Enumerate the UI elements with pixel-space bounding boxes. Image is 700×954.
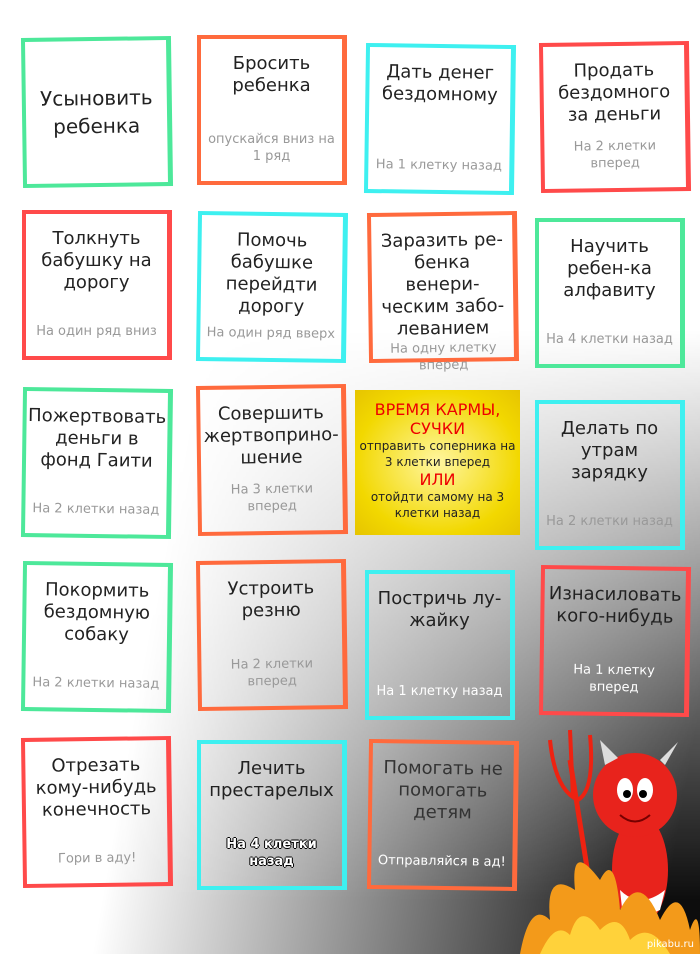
cell-title: Бросить ребенка [232, 53, 311, 96]
cell-effect: На 3 клетки вперед [230, 481, 314, 515]
cell-title: Покормить бездомную собаку [43, 579, 151, 646]
cell-effect: На 2 клетки назад [32, 675, 160, 692]
board-cell: Заразить ре-бенка венери-ческим забо-лев… [366, 210, 520, 373]
cell-title: Помочь бабушке перейдти дорогу [225, 229, 318, 318]
board-cell: Помогать не помогать детям Отправляйся в … [366, 738, 520, 892]
cell-title: Отрезать кому-нибудь конечность [35, 754, 157, 821]
board-cell: Бросить ребенка опускайся вниз на 1 ряд [197, 35, 347, 185]
cell-effect: На 1 клетку вперед [573, 662, 655, 696]
cell-title: Помогать не помогать детям [383, 757, 503, 824]
board-cell: Устроить резню На 2 клетки вперед [195, 558, 349, 712]
board-cell: Толкнуть бабушку на дорогу На один ряд вн… [22, 210, 172, 360]
board-cell: Покормить бездомную собаку На 2 клетки на… [20, 560, 174, 714]
board-cell: Отрезать кому-нибудь конечность Гори в ад… [20, 735, 174, 889]
cell-title: Устроить резню [227, 577, 315, 622]
cell-title: Постричь лу-жайку [377, 588, 502, 631]
karma-option-1: отправить соперника на 3 клетки вперед [359, 439, 516, 469]
karma-heading: ВРЕМЯ КАРМЫ, [374, 400, 501, 419]
board-cell: Помочь бабушке перейдти дорогу На один ря… [195, 210, 349, 364]
cell-effect: На 1 клетку назад [375, 157, 502, 174]
cell-effect: На один ряд вниз [36, 324, 157, 339]
cell-title: Продать бездомного за деньги [557, 59, 671, 126]
karma-card: ВРЕМЯ КАРМЫ, СУЧКИ отправить соперника н… [355, 390, 520, 535]
cell-effect: На 1 клетку назад [376, 684, 503, 699]
cell-effect: Гори в аду! [57, 850, 137, 867]
cell-title: Заразить ре-бенка венери-ческим забо-лев… [380, 229, 505, 340]
board-cell: Научить ребен-ка алфавиту На 4 клетки наз… [535, 218, 685, 368]
board-cell: Изнасиловать кого-нибудь На 1 клетку впер… [538, 564, 692, 718]
cell-title: Совершить жертвоприно-шение [203, 402, 339, 469]
cell-title: Усыновить ребенка [39, 85, 153, 139]
devil-icon [520, 729, 700, 954]
board-cell: Усыновить ребенка [20, 35, 174, 189]
cell-title: Дать денег бездомному [381, 61, 498, 106]
board-cell: Пожертвовать деньги в фонд Гаити На 2 кле… [20, 386, 174, 540]
cell-title: Научить ребен-ка алфавиту [563, 236, 656, 301]
cell-effect: опускайся вниз на 1 ряд [208, 132, 335, 164]
cell-effect: На 4 клетки назад [546, 332, 673, 347]
karma-or: ИЛИ [419, 470, 456, 489]
cell-title: Делать по утрам зарядку [560, 418, 659, 483]
cell-title: Пожертвовать деньги в фонд Гаити [27, 405, 167, 472]
karma-heading-2: СУЧКИ [409, 419, 466, 438]
board-cell: Постричь лу-жайку На 1 клетку назад [365, 570, 515, 720]
karma-option-2: отойдти самому на 3 клетки назад [370, 490, 505, 520]
board-cell: Лечить престарелых На 4 клетки назад [197, 740, 347, 890]
cell-effect: Отправляйся в ад! [377, 853, 506, 870]
cell-effect: На одну клетку вперед [390, 340, 497, 374]
cell-effect: На 2 клетки вперед [573, 138, 657, 172]
board-cell: Дать денег бездомному На 1 клетку назад [363, 42, 517, 196]
cell-effect: На 2 клетки назад [32, 501, 160, 518]
cell-effect: На 2 клетки вперед [230, 656, 314, 690]
cell-effect: На 2 клетки назад [546, 514, 673, 529]
cell-title: Изнасиловать кого-нибудь [548, 583, 682, 628]
cell-effect: На один ряд вверх [206, 325, 336, 342]
board-cell: Делать по утрам зарядку На 2 клетки назад [535, 400, 685, 550]
watermark: pikabu.ru [646, 939, 694, 950]
cell-effect: На 4 клетки назад [226, 837, 317, 869]
board-cell: Совершить жертвоприно-шение На 3 клетки в… [195, 383, 349, 537]
cell-title: Лечить престарелых [209, 758, 334, 801]
cell-title: Толкнуть бабушку на дорогу [41, 228, 152, 293]
board-cell: Продать бездомного за деньги На 2 клетки … [538, 40, 692, 194]
